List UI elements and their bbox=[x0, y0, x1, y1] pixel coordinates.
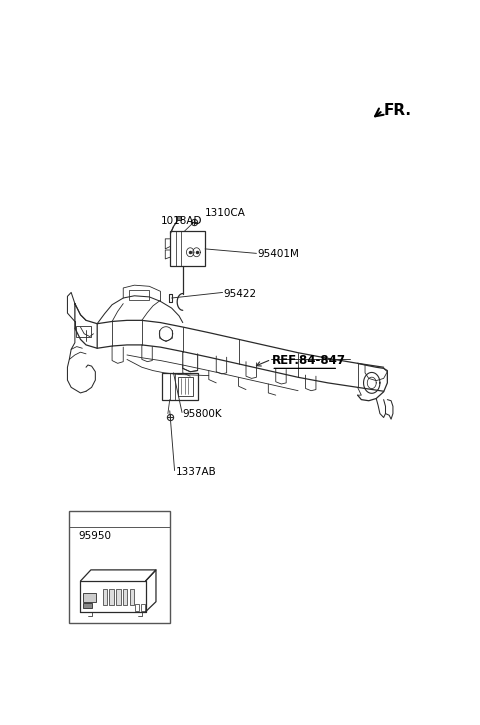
Bar bbox=[170, 231, 205, 265]
Bar bbox=[116, 589, 120, 605]
Text: 1310CA: 1310CA bbox=[205, 207, 246, 218]
Bar bbox=[130, 589, 134, 605]
Text: FR.: FR. bbox=[384, 103, 412, 118]
Bar bbox=[69, 511, 170, 623]
Text: 1337AB: 1337AB bbox=[175, 467, 216, 477]
Bar bbox=[129, 290, 149, 300]
Bar bbox=[178, 377, 193, 397]
Bar bbox=[103, 589, 107, 605]
Bar bbox=[141, 604, 145, 610]
Text: 95401M: 95401M bbox=[257, 249, 299, 260]
Bar bbox=[84, 603, 92, 608]
Bar bbox=[135, 604, 139, 610]
Bar bbox=[76, 326, 91, 336]
Text: REF.84-847: REF.84-847 bbox=[272, 354, 346, 367]
Bar bbox=[162, 373, 198, 399]
Text: 1018AD: 1018AD bbox=[160, 216, 202, 226]
Text: 95422: 95422 bbox=[224, 289, 257, 299]
Text: 95950: 95950 bbox=[79, 531, 111, 542]
Bar bbox=[84, 593, 96, 602]
Bar bbox=[109, 589, 114, 605]
Bar bbox=[123, 589, 127, 605]
Text: 95800K: 95800K bbox=[183, 409, 222, 418]
